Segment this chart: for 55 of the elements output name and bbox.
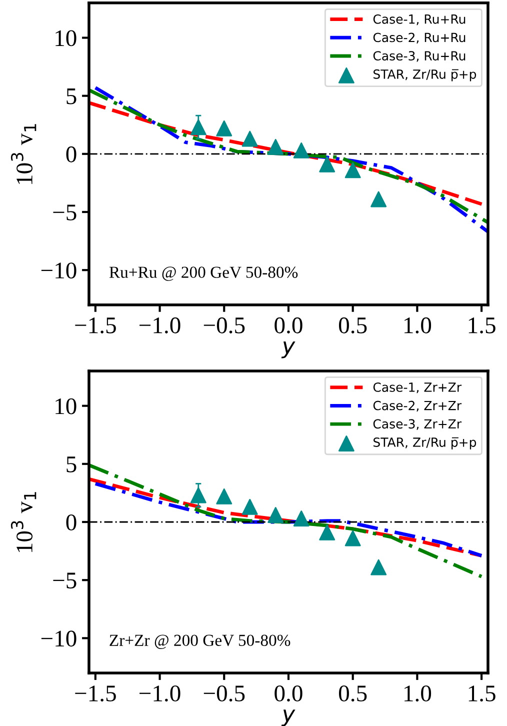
- point: [216, 120, 232, 136]
- y-tick-label: 0: [66, 146, 76, 162]
- x-tick-label: −1.5: [75, 318, 116, 334]
- x-tick-label: 1.5: [468, 318, 496, 334]
- y-axis-title: 10$^{3}$ v$_{1}$: [10, 492, 36, 552]
- x-tick-label: 1.0: [404, 685, 432, 702]
- x-tick-label: 0.5: [338, 685, 367, 702]
- x-tick-label: 0.0: [274, 317, 302, 334]
- x-axis-title: y: [281, 710, 296, 726]
- point: [216, 488, 232, 504]
- x-axis-title: y: [281, 341, 296, 358]
- y-tick-label: −5: [53, 572, 76, 588]
- point: [242, 498, 258, 515]
- annotation: Zr+Zr @ 200 GeV 50-80%: [110, 634, 290, 649]
- y-axis-title: 10$^{3}$ v$_{1}$: [10, 124, 36, 184]
- y-tick-label: 10: [56, 398, 76, 414]
- legend-label: Case-3, Zr+Zr: [373, 419, 462, 430]
- point: [293, 142, 310, 158]
- point: [344, 162, 361, 178]
- x-tick-label: 0.5: [338, 317, 367, 334]
- point: [370, 191, 387, 208]
- y-tick-label: 10: [56, 30, 76, 46]
- y-tick-label: 5: [66, 456, 76, 472]
- annotation: Ru+Ru @ 200 GeV 50-80%: [109, 266, 298, 281]
- x-tick-label: −1.5: [75, 686, 116, 702]
- point: [268, 138, 284, 155]
- legend-label: Case-1, Ru+Ru: [373, 14, 466, 26]
- y-tick-label: −10: [41, 262, 76, 278]
- x-tick-label: −0.5: [204, 317, 245, 334]
- point: [319, 156, 336, 172]
- y-tick-label: −10: [41, 630, 76, 647]
- legend-label: Case-2, Ru+Ru: [373, 32, 466, 44]
- point: [370, 559, 387, 576]
- point: [190, 487, 206, 504]
- point: [242, 130, 258, 147]
- x-tick-label: 1.0: [404, 317, 432, 334]
- point: [344, 530, 361, 546]
- legend-label: Case-1, Zr+Zr: [373, 382, 462, 394]
- point: [293, 510, 310, 526]
- point: [319, 524, 336, 540]
- y-tick-label: 5: [66, 88, 76, 104]
- x-tick-label: 1.5: [468, 686, 496, 702]
- x-tick-label: 0.0: [274, 685, 302, 702]
- legend-label: STAR, Zr/Ru p̅+p: [374, 437, 476, 450]
- legend-label: Case-3, Ru+Ru: [373, 51, 466, 62]
- x-tick-label: −1.0: [140, 317, 180, 334]
- legend-label: STAR, Zr/Ru p̅+p: [374, 69, 476, 82]
- legend-label: Case-2, Zr+Zr: [373, 400, 462, 412]
- point: [268, 507, 284, 524]
- y-tick-label: 0: [66, 514, 76, 530]
- point: [190, 119, 206, 136]
- x-tick-label: −1.0: [140, 685, 180, 702]
- y-tick-label: −5: [53, 204, 76, 220]
- x-tick-label: −0.5: [204, 685, 245, 702]
- line-series: [88, 463, 484, 578]
